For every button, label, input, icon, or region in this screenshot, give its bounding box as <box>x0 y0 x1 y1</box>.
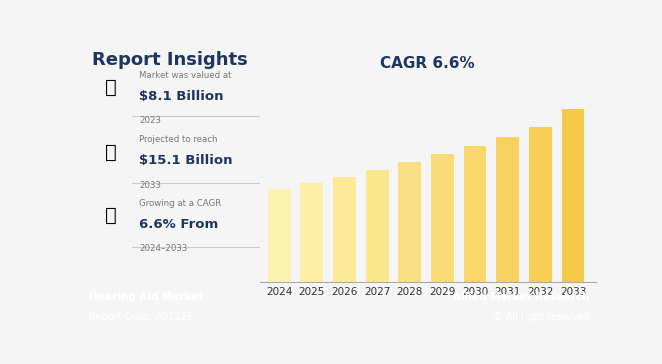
Bar <box>268 189 291 282</box>
Text: $8.1 Billion: $8.1 Billion <box>140 90 224 103</box>
Text: © All right reserved: © All right reserved <box>493 312 590 322</box>
Bar <box>365 170 389 282</box>
Text: 💎: 💎 <box>105 143 117 162</box>
Text: 📈: 📈 <box>105 206 117 225</box>
Bar <box>561 109 585 282</box>
Text: Allied Market Research: Allied Market Research <box>453 292 590 302</box>
Bar <box>333 177 356 282</box>
Text: $15.1 Billion: $15.1 Billion <box>140 154 233 167</box>
Bar <box>301 183 323 282</box>
Bar <box>463 146 487 282</box>
Text: Market was valued at: Market was valued at <box>140 71 232 80</box>
Text: Report Insights: Report Insights <box>91 51 248 69</box>
Bar <box>496 137 519 282</box>
Text: Projected to reach: Projected to reach <box>140 135 218 145</box>
Text: 6.6% From: 6.6% From <box>140 218 218 231</box>
Text: 💰: 💰 <box>105 78 117 97</box>
Text: 2033: 2033 <box>140 181 162 190</box>
Bar <box>431 154 454 282</box>
Text: Hearing Aid Market: Hearing Aid Market <box>89 292 203 302</box>
Text: 2024–2033: 2024–2033 <box>140 244 188 253</box>
Bar <box>529 127 551 282</box>
Text: Report Code: A01126: Report Code: A01126 <box>89 312 193 322</box>
Text: 2023: 2023 <box>140 116 162 125</box>
Bar <box>399 162 421 282</box>
Text: CAGR 6.6%: CAGR 6.6% <box>381 56 475 71</box>
Text: Growing at a CAGR: Growing at a CAGR <box>140 199 222 208</box>
